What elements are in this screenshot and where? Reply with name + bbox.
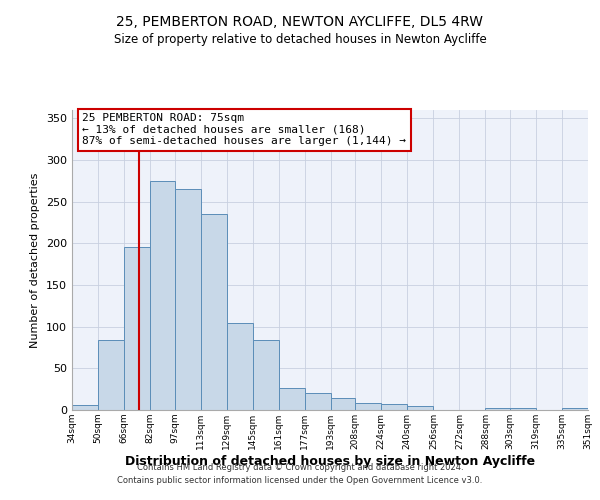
Bar (150, 181, 175, 410)
Text: 25 PEMBERTON ROAD: 75sqm
← 13% of detached houses are smaller (168)
87% of semi-: 25 PEMBERTON ROAD: 75sqm ← 13% of detach… (82, 113, 406, 146)
Bar (381, 404, 407, 410)
Text: 25, PEMBERTON ROAD, NEWTON AYCLIFFE, DL5 4RW: 25, PEMBERTON ROAD, NEWTON AYCLIFFE, DL5… (116, 15, 484, 29)
Text: Contains HM Land Registry data © Crown copyright and database right 2024.
Contai: Contains HM Land Registry data © Crown c… (118, 464, 482, 485)
Bar (485, 408, 510, 410)
Bar (510, 408, 536, 410)
X-axis label: Distribution of detached houses by size in Newton Aycliffe: Distribution of detached houses by size … (125, 454, 535, 468)
Bar (253, 340, 279, 410)
Y-axis label: Number of detached properties: Number of detached properties (31, 172, 40, 348)
Bar (72, 405, 98, 410)
Bar (355, 404, 381, 410)
Bar (98, 340, 124, 410)
Bar (305, 394, 331, 410)
Bar (279, 388, 305, 410)
Bar (227, 324, 253, 410)
Bar (175, 189, 200, 410)
Bar (124, 246, 150, 410)
Text: Size of property relative to detached houses in Newton Aycliffe: Size of property relative to detached ho… (113, 32, 487, 46)
Bar (562, 408, 588, 410)
Bar (331, 398, 355, 410)
Bar (200, 214, 227, 410)
Bar (407, 406, 433, 410)
